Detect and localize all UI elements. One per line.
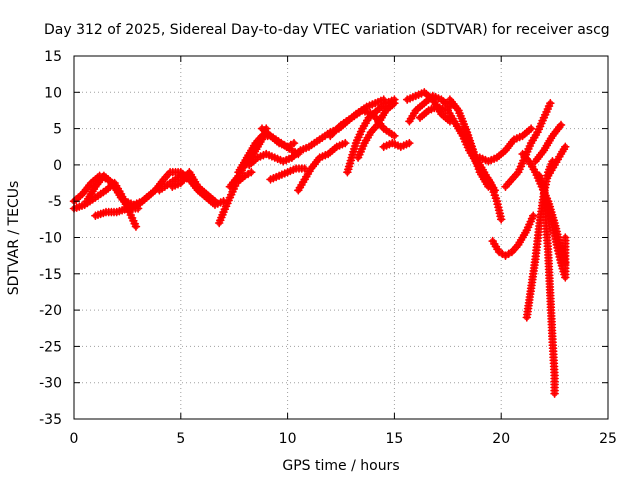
plus-markers <box>405 91 455 126</box>
series-track-18 <box>326 106 399 141</box>
grid-lines <box>74 56 608 419</box>
x-axis-label: GPS time / hours <box>282 458 399 474</box>
plus-markers <box>501 98 555 191</box>
plus-markers <box>244 149 297 170</box>
y-tick-label: 15 <box>44 49 62 65</box>
series-track-08 <box>214 167 256 228</box>
x-tick-label: 10 <box>279 431 297 447</box>
series-track-14 <box>294 138 350 195</box>
x-tick-label: 20 <box>492 431 510 447</box>
series-track-33 <box>539 186 570 282</box>
series-track-04 <box>91 204 143 220</box>
series-track-27 <box>501 98 555 191</box>
y-tick-label: -10 <box>39 231 62 247</box>
y-tick-label: 5 <box>53 122 62 138</box>
x-tick-label: 15 <box>385 431 403 447</box>
plus-markers <box>294 138 350 195</box>
chart-title: Day 312 of 2025, Sidereal Day-to-day VTE… <box>44 22 610 38</box>
series-track-26 <box>488 211 538 260</box>
y-tick-label: 10 <box>44 85 62 101</box>
plus-markers <box>326 106 399 141</box>
series-track-32 <box>543 142 570 181</box>
x-tick-label: 0 <box>70 431 79 447</box>
axis-ticks: 0 5 10 15 20 25 15 10 5 0 -5 -10 -15 -20 -25 -30 -35 <box>39 49 617 447</box>
series-track-19 <box>379 138 414 152</box>
y-tick-label: -35 <box>39 412 62 428</box>
series-track-17 <box>353 98 399 162</box>
y-tick-label: 0 <box>53 158 62 174</box>
y-tick-label: -30 <box>39 376 62 392</box>
plus-markers <box>266 164 309 184</box>
plus-markers <box>531 120 566 166</box>
y-axis-label: SDTVAR / TECUs <box>6 181 22 296</box>
plus-markers <box>475 124 536 166</box>
y-tick-label: -25 <box>39 339 62 355</box>
series-track-25 <box>475 124 536 166</box>
data-series <box>69 88 570 398</box>
plus-markers <box>539 186 570 282</box>
plus-markers <box>353 98 399 162</box>
x-tick-label: 25 <box>599 431 617 447</box>
x-tick-label: 5 <box>176 431 185 447</box>
series-track-21 <box>405 91 455 126</box>
series-track-07 <box>168 167 220 206</box>
plus-markers <box>488 211 538 260</box>
series-track-24 <box>460 124 493 191</box>
plus-markers <box>168 167 220 206</box>
plus-markers <box>91 204 143 220</box>
plus-markers <box>543 142 570 181</box>
series-track-13 <box>266 164 309 184</box>
y-tick-label: -20 <box>39 303 62 319</box>
plus-markers <box>460 124 493 191</box>
series-track-16 <box>343 95 399 177</box>
series-track-11 <box>244 149 297 170</box>
series-track-31 <box>531 120 566 166</box>
plus-markers <box>379 138 414 152</box>
y-tick-label: -5 <box>48 194 62 210</box>
y-tick-label: -15 <box>39 267 62 283</box>
